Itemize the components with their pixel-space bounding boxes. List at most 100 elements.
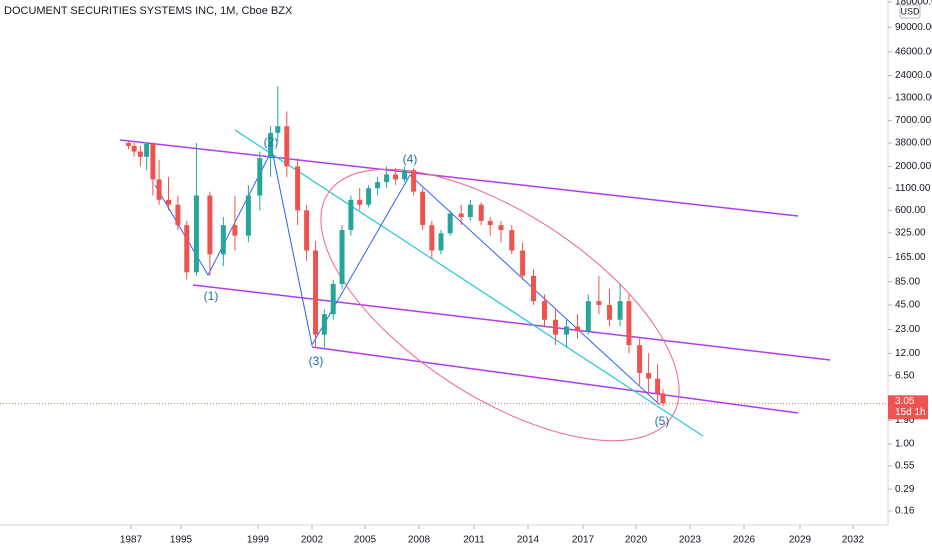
y-tick-label: 13000.00 xyxy=(895,93,932,104)
last-price-label: 3.05 xyxy=(895,396,915,407)
candle-body xyxy=(458,213,464,218)
candle-body xyxy=(348,199,354,231)
y-tick-label: 23.00 xyxy=(895,324,920,335)
y-tick-label: 180000.00 xyxy=(895,0,932,8)
x-tick-label: 2002 xyxy=(301,535,324,546)
wave-label: (2) xyxy=(264,135,279,149)
candle-body xyxy=(184,225,190,273)
currency: USD xyxy=(900,6,920,16)
candle-body xyxy=(295,166,301,211)
x-tick-label: 2011 xyxy=(463,535,485,546)
wave-label: (1) xyxy=(204,289,219,303)
candle-body xyxy=(137,151,143,157)
candle-body xyxy=(126,142,131,146)
y-tick-label: 3800.00 xyxy=(895,138,932,149)
chart-title: DOCUMENT SECURITIES SYSTEMS INC, 1M, Cbo… xyxy=(4,5,293,17)
candle-body xyxy=(131,145,137,152)
candle-body xyxy=(509,230,515,251)
candle-body xyxy=(447,213,453,234)
trend-line xyxy=(234,129,704,437)
x-tick-label: 2014 xyxy=(517,535,540,546)
x-tick-label: 2005 xyxy=(354,535,377,546)
candle-body xyxy=(150,143,156,180)
candle-body xyxy=(520,250,526,276)
trend-line xyxy=(192,284,831,361)
y-tick-label: 0.55 xyxy=(895,461,915,472)
candle-body xyxy=(384,174,390,183)
candle-body xyxy=(375,182,381,189)
candle-body xyxy=(498,225,504,231)
candle-body xyxy=(156,179,162,200)
candle-body xyxy=(330,283,336,315)
candle-body xyxy=(478,204,484,221)
currency-box xyxy=(899,4,921,19)
candle-body xyxy=(284,126,290,167)
candle-body xyxy=(357,199,363,205)
candle-body xyxy=(166,199,171,205)
last-price-box xyxy=(888,395,928,420)
x-tick-label: 2008 xyxy=(408,535,431,546)
x-tick-label: 2032 xyxy=(842,535,865,546)
y-tick-label: 45.00 xyxy=(895,300,920,311)
candle-body xyxy=(366,188,372,205)
y-tick-label: 90000.00 xyxy=(895,22,932,33)
wave-line xyxy=(154,148,661,406)
candle-body xyxy=(542,301,547,320)
y-tick-label: 0.16 xyxy=(895,506,915,517)
candle-body xyxy=(467,204,473,218)
candle-body xyxy=(402,170,408,180)
y-tick-label: 12.00 xyxy=(895,348,920,359)
candle-body xyxy=(275,126,281,133)
y-tick-label: 325.00 xyxy=(895,227,926,238)
candle-body xyxy=(339,230,345,284)
candle-body xyxy=(193,195,199,273)
x-tick-label: 2017 xyxy=(572,535,595,546)
wave-label: (5) xyxy=(655,414,670,428)
candle-body xyxy=(553,319,558,335)
candle-body xyxy=(245,195,251,236)
candle-body xyxy=(487,220,493,226)
candle-body xyxy=(268,132,274,159)
y-tick-label: 46000.00 xyxy=(895,46,932,57)
drawings xyxy=(119,129,831,442)
candle-body xyxy=(626,301,632,346)
y-tick-label: 1.00 xyxy=(895,439,915,450)
candle-body xyxy=(575,326,580,332)
trend-line xyxy=(311,346,799,414)
y-tick-label: 165.00 xyxy=(895,252,926,263)
candle-body xyxy=(321,314,327,335)
candle-body xyxy=(531,275,536,302)
x-tick-label: 2026 xyxy=(733,535,756,546)
x-tick-label: 2029 xyxy=(789,535,812,546)
candle-body xyxy=(655,378,661,394)
y-tick-label: 1100.00 xyxy=(895,183,931,194)
candle-body xyxy=(617,301,623,320)
candle-body xyxy=(660,393,666,404)
ellipse xyxy=(320,168,680,442)
x-tick-label: 1999 xyxy=(247,535,270,546)
y-tick-label: 6.50 xyxy=(895,370,915,381)
candle-body xyxy=(564,326,569,335)
candle-body xyxy=(220,225,226,255)
y-tick-label: 85.00 xyxy=(895,276,920,287)
countdown: 15d 1h xyxy=(895,407,926,418)
candle-body xyxy=(646,372,652,379)
x-tick-label: 1995 xyxy=(170,535,193,546)
candle-body xyxy=(175,204,181,226)
y-tick-label: 2000.00 xyxy=(895,161,932,172)
candle-body xyxy=(438,233,444,251)
wave-label: (4) xyxy=(403,152,418,166)
y-tick-label: 0.29 xyxy=(895,484,915,495)
candle-body xyxy=(637,345,643,373)
wave-label: (3) xyxy=(309,354,324,368)
candle-body xyxy=(607,304,612,320)
candle-body xyxy=(304,210,310,251)
candle-body xyxy=(313,250,319,335)
candle-body xyxy=(207,195,213,255)
y-tick-label: 24000.00 xyxy=(895,70,932,81)
candle-body xyxy=(585,301,591,332)
candle-body xyxy=(420,191,426,226)
candle-body xyxy=(232,225,238,236)
